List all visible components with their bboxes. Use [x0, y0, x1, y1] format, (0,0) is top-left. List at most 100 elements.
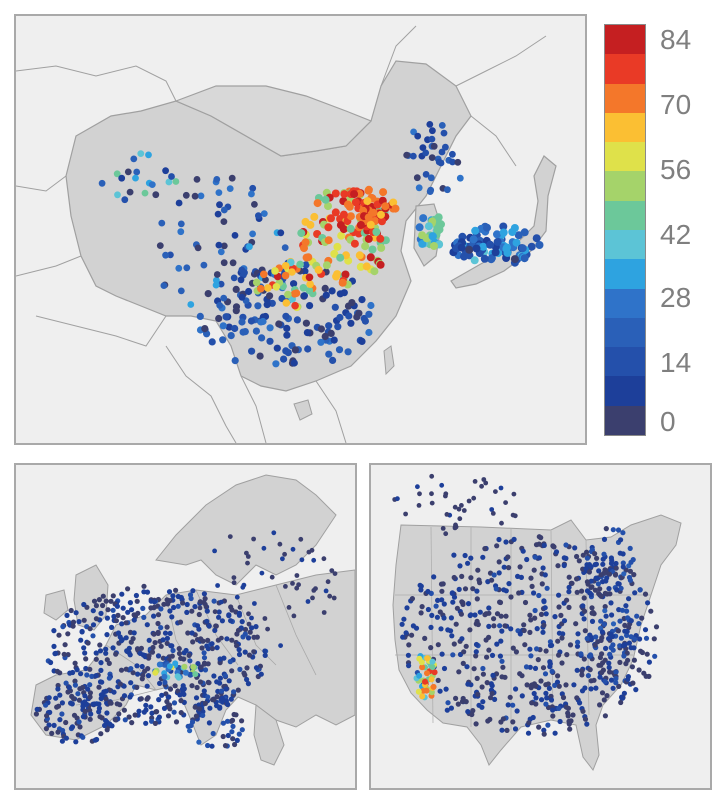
station-dot — [507, 694, 513, 700]
station-dot — [98, 695, 104, 702]
station-dot — [215, 241, 223, 249]
station-dot — [329, 356, 337, 364]
station-dot — [418, 587, 424, 593]
station-dot — [510, 719, 516, 725]
station-dot — [211, 673, 217, 679]
station-dot — [559, 635, 565, 641]
station-dot — [623, 603, 629, 609]
station-dot — [639, 615, 645, 621]
station-dot — [445, 700, 451, 706]
station-dot — [513, 686, 519, 692]
na-map-svg — [371, 465, 710, 788]
station-dot — [78, 671, 84, 677]
station-dot — [532, 234, 541, 243]
station-dot — [76, 619, 82, 625]
station-dot — [57, 717, 63, 723]
station-dot — [51, 628, 57, 634]
station-dot — [599, 669, 605, 676]
station-dot — [576, 558, 582, 564]
station-dot — [531, 690, 537, 697]
station-dot — [237, 604, 243, 610]
station-dot — [512, 513, 518, 519]
station-dot — [134, 663, 140, 669]
station-dot — [175, 603, 181, 609]
station-dot — [253, 624, 259, 630]
station-dot — [283, 331, 291, 339]
station-dot — [616, 683, 622, 689]
station-dot — [602, 713, 608, 719]
station-dot — [189, 630, 195, 636]
station-dot — [482, 612, 488, 618]
station-dot — [487, 255, 496, 264]
station-dot — [165, 178, 173, 186]
station-dot — [496, 559, 502, 565]
station-dot — [596, 568, 602, 574]
station-dot — [400, 634, 406, 640]
station-dot — [536, 724, 542, 730]
station-dot — [464, 664, 470, 670]
station-dot — [550, 543, 556, 549]
station-dot — [223, 686, 229, 692]
station-dot — [445, 627, 451, 633]
station-dot — [588, 564, 594, 570]
station-dot — [480, 554, 486, 560]
station-dot — [192, 704, 198, 710]
station-dot — [187, 658, 193, 664]
station-dot — [85, 686, 91, 692]
station-dot — [541, 731, 547, 737]
station-dot — [542, 605, 548, 611]
station-dot — [258, 671, 264, 677]
station-dot — [231, 232, 239, 239]
station-dot — [435, 677, 441, 683]
station-dot — [160, 282, 168, 289]
station-dot — [437, 609, 443, 615]
station-dot — [230, 723, 236, 729]
station-dot — [331, 208, 340, 217]
station-dot — [615, 581, 621, 587]
station-dot — [567, 726, 573, 732]
station-dot — [480, 699, 486, 705]
ireland — [43, 589, 69, 621]
station-dot — [409, 632, 415, 638]
station-dot — [296, 260, 304, 269]
station-dot — [348, 299, 356, 307]
station-dot — [428, 645, 434, 651]
station-dot — [177, 220, 185, 228]
station-dot — [146, 653, 152, 659]
station-dot — [128, 666, 134, 672]
station-dot — [149, 710, 155, 716]
station-dot — [475, 621, 481, 628]
station-dot — [155, 620, 161, 627]
station-dot — [327, 329, 335, 337]
station-dot — [458, 611, 464, 617]
station-dot — [239, 619, 245, 625]
station-dot — [94, 736, 100, 743]
station-dot — [134, 598, 140, 604]
station-dot — [550, 707, 556, 713]
station-dot — [431, 669, 438, 676]
station-dot — [296, 582, 301, 588]
station-dot — [431, 574, 437, 580]
station-dot — [246, 611, 251, 617]
station-dot — [513, 649, 519, 655]
station-dot — [563, 542, 569, 548]
station-dot — [438, 148, 446, 156]
station-dot — [207, 705, 213, 711]
station-dot — [57, 692, 63, 698]
station-dot — [579, 588, 585, 594]
station-dot — [457, 516, 463, 522]
station-dot — [314, 265, 323, 274]
colorbar-segment — [605, 54, 645, 84]
station-dot — [103, 696, 109, 702]
station-dot — [364, 213, 373, 222]
station-dot — [365, 328, 373, 337]
station-dot — [229, 637, 235, 643]
station-dot — [176, 646, 182, 652]
station-dot — [460, 252, 468, 261]
station-dot — [556, 604, 562, 610]
station-dot — [404, 605, 410, 611]
station-dot — [417, 582, 423, 588]
station-dot — [399, 621, 405, 627]
station-dot — [119, 591, 125, 597]
station-dot — [330, 249, 339, 258]
